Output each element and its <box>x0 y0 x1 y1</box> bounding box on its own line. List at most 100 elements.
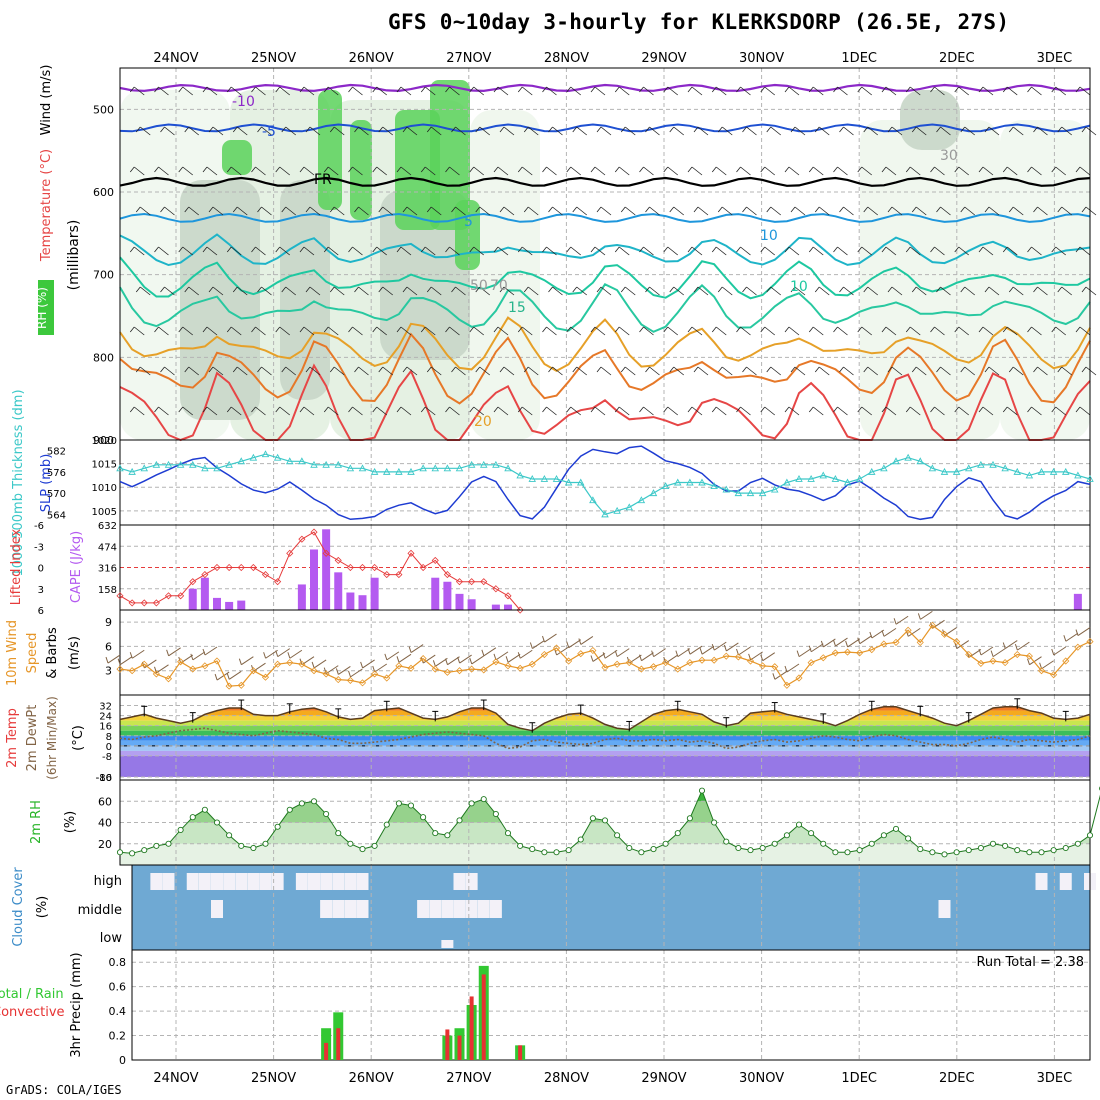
wind-barb <box>885 246 897 256</box>
wind-barb <box>376 326 387 336</box>
temp-tick-label: 8 <box>106 732 112 743</box>
precip-tick-label: 0.2 <box>109 1030 127 1043</box>
wind-barb <box>885 166 897 176</box>
wind-barb <box>473 326 484 336</box>
wind-axis-label-3: & Barbs <box>45 627 60 679</box>
thickness-point <box>710 482 718 489</box>
wind-barb-flag <box>251 326 256 333</box>
wind-barb <box>691 166 703 176</box>
wind-barb <box>255 246 266 256</box>
wind-barb <box>697 126 709 136</box>
wind-barb <box>667 166 678 176</box>
wind-barb <box>1037 366 1048 376</box>
wind-barb-flag <box>760 654 764 661</box>
wind-barb <box>455 286 466 296</box>
wind-barb <box>643 326 654 336</box>
day-label-bottom: 1DEC <box>841 1071 877 1086</box>
wind-barb <box>594 246 606 256</box>
thickness-point <box>1074 471 1082 479</box>
wind-barb-flag <box>160 286 165 293</box>
wind-barb <box>479 286 490 296</box>
wind-barb-flag <box>542 326 547 333</box>
wind-barb-flag <box>766 286 772 293</box>
wind-barb-flag <box>742 126 747 133</box>
wind-barb <box>140 126 151 136</box>
wind-barb-flag <box>135 206 141 213</box>
cloud-cell <box>429 900 442 918</box>
rh-point <box>905 835 912 842</box>
wind-barb <box>982 86 994 96</box>
wind-barb <box>400 326 412 336</box>
wind-barb <box>285 126 296 136</box>
wind-barb <box>528 366 539 376</box>
wind-barb <box>204 646 218 656</box>
wind-barb-flag <box>305 366 311 373</box>
wind-barb-flag <box>711 246 717 253</box>
thickness-point <box>867 467 876 475</box>
wind-barb-flag <box>614 406 620 413</box>
wind-barb-flag <box>275 406 281 413</box>
thickness-point <box>188 460 197 468</box>
wind-barb <box>158 246 169 256</box>
rh-point <box>407 802 415 809</box>
wind-barb-flag <box>760 406 766 413</box>
temp-tick-label: 24 <box>99 712 112 723</box>
wind-barb <box>600 126 612 136</box>
wind-barb <box>788 86 800 96</box>
wind-barb <box>764 166 775 176</box>
wind-barb <box>334 286 345 296</box>
rh-point <box>1050 847 1057 854</box>
wind-barb <box>400 406 412 416</box>
contour-label: 50 <box>470 278 488 294</box>
temp-tick-label: 0 <box>106 742 112 753</box>
wind-barb-flag <box>445 406 450 413</box>
wind-barb-flag <box>960 206 966 213</box>
wind-barb-flag <box>348 86 353 93</box>
wind-barb <box>600 286 612 296</box>
wind-barb <box>788 246 800 256</box>
wind-barb <box>1031 166 1042 176</box>
thickness-point <box>989 460 997 468</box>
lifted-index-point <box>455 578 464 586</box>
wind-barb-flag <box>833 166 838 173</box>
cloud-cell <box>441 900 454 918</box>
lifted-index-point <box>177 592 185 600</box>
wind-barb <box>328 86 339 96</box>
wind-barb <box>576 366 587 376</box>
wind-barb-flag <box>833 86 838 93</box>
wind-barb-flag <box>396 166 402 173</box>
cloud-cell <box>465 873 478 890</box>
cape-tick-label: 474 <box>98 542 117 553</box>
wind-barb <box>813 406 824 416</box>
wind-barb-flag <box>911 126 917 133</box>
wind-barb <box>940 126 951 136</box>
wind-barb <box>352 86 363 96</box>
cloud-cell <box>356 873 369 890</box>
wind-speed-point <box>213 657 221 665</box>
wind-barb <box>746 366 757 376</box>
wind-barb <box>544 633 557 643</box>
thickness-point <box>576 478 585 486</box>
wind-speed-point <box>953 638 961 646</box>
wind-barb <box>471 655 485 665</box>
wind-barb-flag <box>669 286 675 293</box>
wind-barb-flag <box>420 406 426 413</box>
wind-barb <box>988 366 1000 376</box>
wind-barb <box>643 406 654 416</box>
wind-barb <box>552 286 563 296</box>
wind-axis-label-2: Speed <box>25 633 40 674</box>
wind-barb-flag <box>572 366 578 373</box>
wind-barb <box>594 166 606 176</box>
wind-barb-flag <box>257 286 262 293</box>
wind-barb <box>867 366 878 376</box>
wind-barb-flag <box>590 246 596 253</box>
wind-barb <box>231 86 242 96</box>
wind-barb <box>738 646 751 656</box>
wind-barb-flag <box>372 86 378 93</box>
wind-barb <box>352 166 363 176</box>
pressure-tick-label: 600 <box>93 186 114 199</box>
thickness-point <box>686 478 694 486</box>
wind-barb <box>1061 206 1072 216</box>
thickness-point <box>964 464 973 472</box>
wind-speed-point <box>819 654 827 662</box>
